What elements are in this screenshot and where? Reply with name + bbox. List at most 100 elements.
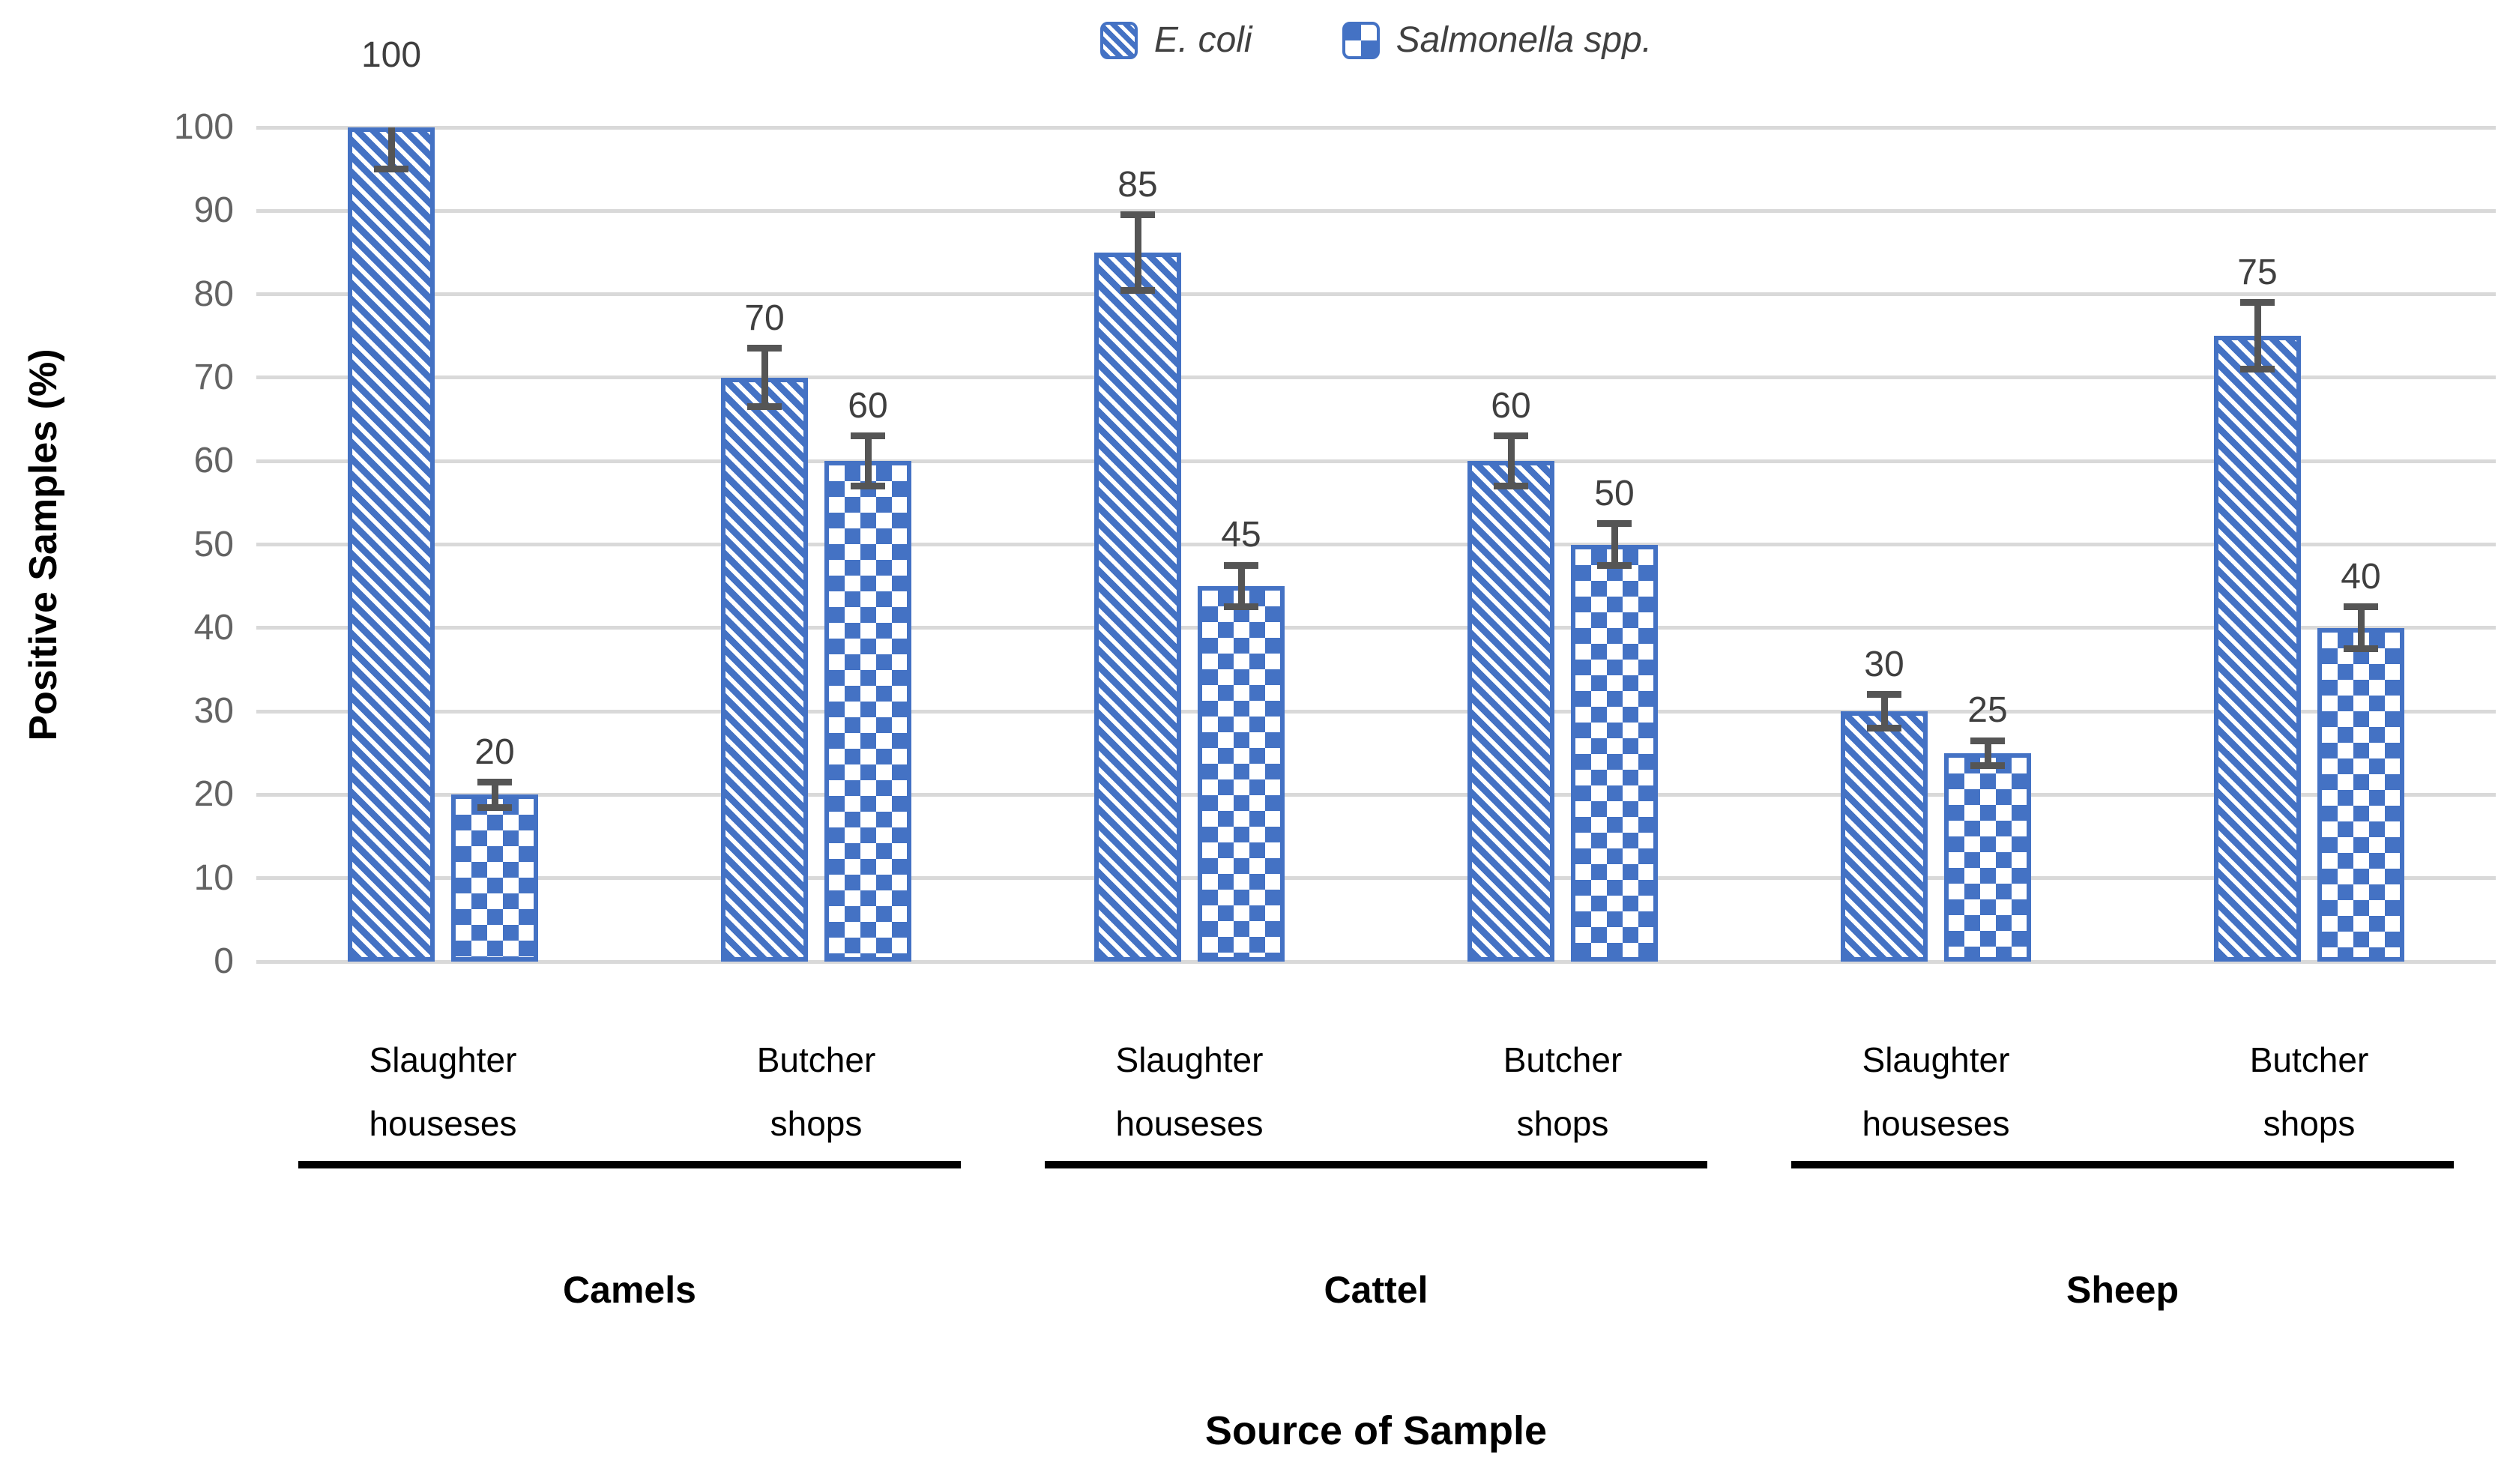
error-bar-cap-top [2344,603,2378,611]
legend-swatch-diagonal-hatch [1099,21,1138,59]
error-bar-line [1134,214,1141,291]
bar-salmonella-5 [2317,627,2404,962]
error-bar-line [491,782,498,808]
x-category-label-line: shops [770,1104,863,1143]
x-category-label-line: Butcher [1503,1040,1623,1079]
error-bar-line [864,435,872,486]
error-bar-cap-top [1224,561,1258,569]
legend: E. coli Salmonella spp. [256,19,2496,61]
grid-line [256,959,2496,964]
group-label: Sheep [2066,1269,2179,1311]
x-category-label-line: Butcher [756,1040,876,1079]
legend-swatch-checkerboard [1342,21,1380,59]
data-label: 40 [2341,556,2381,597]
grid-line [256,459,2496,463]
data-label: 60 [848,385,888,426]
bar-ecoli-0 [348,127,435,962]
x-category-label: Slaughter houseses [256,1028,630,1156]
data-label: 30 [1864,644,1904,684]
x-axis-title: Source of Sample [1204,1408,1548,1453]
x-category-label-line: Slaughter [1862,1040,2010,1079]
x-category-label: Butcher shops [630,1028,1003,1156]
data-label: 85 [1117,164,1158,205]
error-bar-layer [256,127,2496,962]
y-tick-label: 70 [193,357,234,397]
data-label: 60 [1491,385,1531,426]
error-bar-cap-bottom [1597,561,1632,569]
x-category-label-line: Butcher [2249,1040,2369,1079]
grid-line [256,543,2496,546]
x-category-label: Slaughter houseses [1003,1028,1376,1156]
group-label: Cattel [1324,1269,1429,1311]
legend-item: Salmonella spp. [1342,19,1653,61]
y-tick-label: 80 [193,274,234,314]
error-bar-cap-top [2240,299,2275,307]
group-underline [298,1161,961,1168]
legend-label: Salmonella spp. [1396,20,1653,60]
error-bar-cap-bottom [1970,761,2005,769]
data-label: 20 [474,732,515,772]
y-tick-label: 0 [214,941,234,981]
error-bar-line [1507,435,1515,486]
bar-ecoli-2 [1094,252,1181,962]
legend-label: E. coli [1153,20,1252,60]
bar-ecoli-4 [1841,711,1928,962]
grid-line [256,626,2496,630]
bar-salmonella-2 [1198,586,1285,962]
grid-line [256,125,2496,130]
y-axis-title: Positive Samples (%) [22,349,65,741]
error-bar-cap-top [1867,691,1901,699]
x-category-label-line: shops [2263,1104,2356,1143]
bar-ecoli-1 [721,377,808,962]
data-label: 75 [2237,252,2278,292]
error-bar-cap-bottom [1120,286,1155,294]
error-bar-cap-top [1597,520,1632,528]
x-category-label-line: shops [1516,1104,1609,1143]
grid-line [256,375,2496,380]
grid-line [256,876,2496,881]
legend-item: E. coli [1099,19,1252,61]
group-underline [1791,1161,2454,1168]
x-category-label-line: houseses [1862,1104,2010,1143]
error-bar-line [387,127,395,169]
error-bar-line [2357,606,2365,649]
x-category-label: Butcher shops [2123,1028,2496,1156]
error-bar-cap-top [747,345,782,352]
error-bar-line [1880,694,1888,729]
x-category-label-line: Slaughter [1115,1040,1264,1079]
error-bar-cap-bottom [1867,724,1901,732]
y-tick-label: 10 [193,857,234,898]
data-label: 45 [1221,515,1261,555]
x-category-label-line: Slaughter [369,1040,517,1079]
group-underline [1045,1161,1707,1168]
data-label: 70 [744,298,785,338]
y-tick-label: 30 [193,691,234,732]
error-bar-cap-bottom [374,166,408,173]
error-bar-cap-top [1120,211,1155,219]
y-tick-label: 100 [173,107,234,147]
grid-line [256,792,2496,797]
error-bar-cap-top [477,779,512,786]
bar-salmonella-4 [1944,752,2031,962]
error-bar-cap-top [851,432,885,440]
error-bar-line [1237,565,1245,607]
y-tick-label: 40 [193,607,234,648]
grid-line [256,208,2496,213]
error-bar-line [1611,523,1618,566]
error-bar-cap-bottom [747,403,782,411]
bar-ecoli-3 [1467,461,1554,962]
data-label: 100 [360,35,422,76]
x-category-label: Slaughter houseses [1749,1028,2123,1156]
y-tick-label: 50 [193,524,234,564]
error-bar-cap-bottom [851,483,885,490]
error-bar-cap-top [1494,432,1528,440]
x-category-label-line: houseses [369,1104,517,1143]
error-bar-cap-top [1970,737,2005,744]
x-category-label: Butcher shops [1376,1028,1749,1156]
x-category-label-line: houseses [1115,1104,1264,1143]
error-bar-line [1984,741,1991,766]
y-tick-label: 90 [193,190,234,231]
grid-line [256,709,2496,714]
y-tick-label: 20 [193,774,234,815]
